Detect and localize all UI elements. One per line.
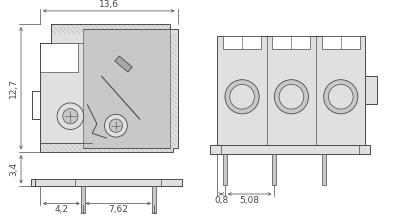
Polygon shape (40, 24, 178, 152)
Text: 4,2: 4,2 (54, 205, 68, 214)
Bar (322, 36, 360, 49)
Bar (40, 24, 52, 43)
Bar (40, 43, 92, 143)
Circle shape (109, 119, 122, 132)
Bar (35, 179, 182, 186)
Polygon shape (115, 56, 132, 72)
Polygon shape (152, 213, 156, 216)
Circle shape (225, 80, 259, 114)
Text: 12,7: 12,7 (9, 78, 18, 98)
Text: 3,4: 3,4 (9, 162, 18, 176)
Circle shape (104, 114, 127, 137)
Polygon shape (81, 213, 85, 216)
Bar (272, 154, 276, 184)
Circle shape (274, 80, 308, 114)
Bar (30, 179, 182, 186)
Text: 13,6: 13,6 (99, 0, 119, 9)
Bar (152, 186, 156, 213)
Circle shape (230, 84, 254, 109)
Circle shape (328, 84, 353, 109)
Circle shape (324, 80, 358, 114)
Circle shape (57, 103, 84, 129)
Circle shape (279, 84, 304, 109)
Circle shape (63, 109, 78, 124)
Bar (272, 36, 310, 49)
Text: 7,62: 7,62 (108, 205, 128, 214)
Bar (322, 154, 326, 184)
Bar (366, 76, 377, 104)
Text: 5,08: 5,08 (240, 196, 260, 205)
Bar (83, 29, 170, 148)
Bar (218, 36, 366, 145)
Bar (210, 145, 370, 154)
Text: 0,8: 0,8 (214, 196, 228, 205)
Bar (223, 154, 227, 184)
Bar (81, 186, 85, 213)
Bar (40, 43, 78, 72)
Bar (223, 36, 261, 49)
